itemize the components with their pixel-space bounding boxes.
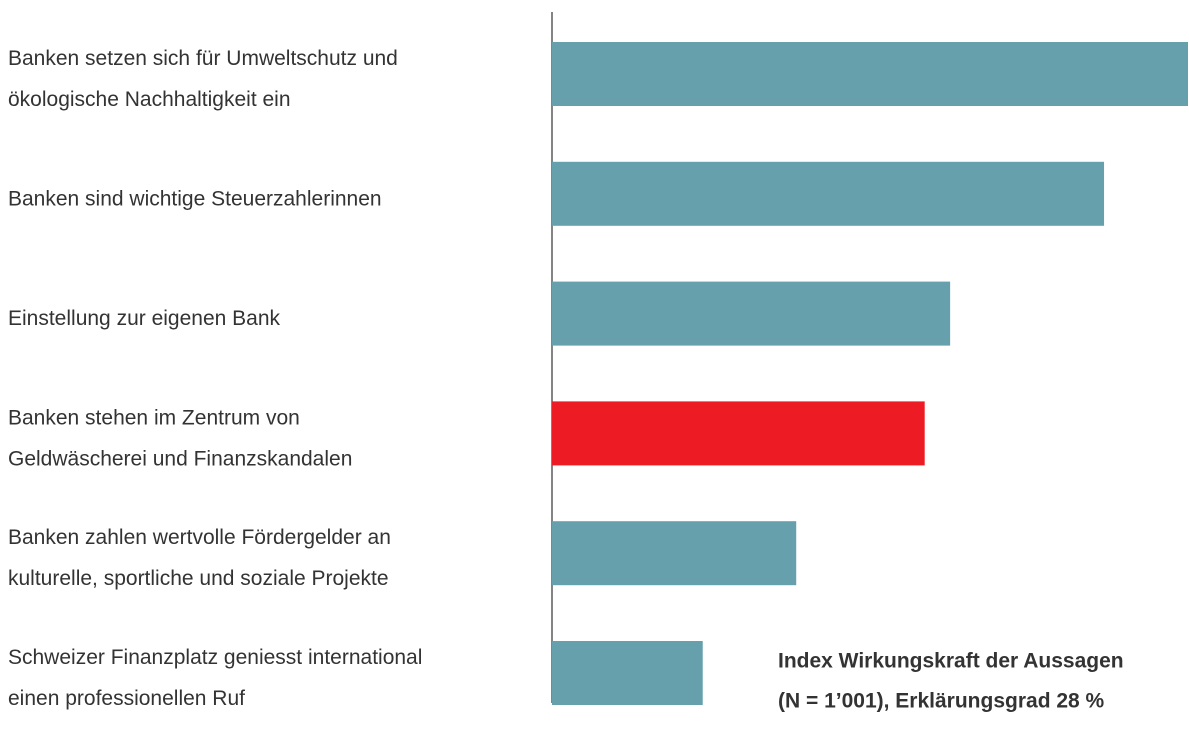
category-label: Banken sind wichtige Steuerzahlerinnen	[8, 187, 382, 210]
category-label: Banken setzen sich für Umweltschutz und	[8, 47, 398, 70]
annotation: (N = 1’001), Erklärungsgrad 28 %	[778, 690, 1105, 713]
bar	[552, 161, 1105, 226]
category-label: Banken zahlen wertvolle Fördergelder an	[8, 526, 391, 549]
category-label: kulturelle, sportliche und soziale Proje…	[8, 567, 389, 590]
bar	[552, 401, 925, 466]
category-label: Einstellung zur eigenen Bank	[8, 307, 281, 330]
category-label: Schweizer Finanzplatz geniesst internati…	[8, 646, 422, 669]
bar	[552, 281, 951, 346]
bar	[552, 42, 1188, 106]
category-label: ökologische Nachhaltigkeit ein	[8, 88, 291, 111]
annotation: Index Wirkungskraft der Aussagen	[778, 650, 1124, 673]
category-label: Geldwäscherei und Finanzskandalen	[8, 447, 352, 470]
bar	[552, 641, 703, 705]
bar	[552, 521, 797, 586]
category-label: Banken stehen im Zentrum von	[8, 406, 300, 429]
category-label: einen professionellen Ruf	[8, 687, 245, 710]
